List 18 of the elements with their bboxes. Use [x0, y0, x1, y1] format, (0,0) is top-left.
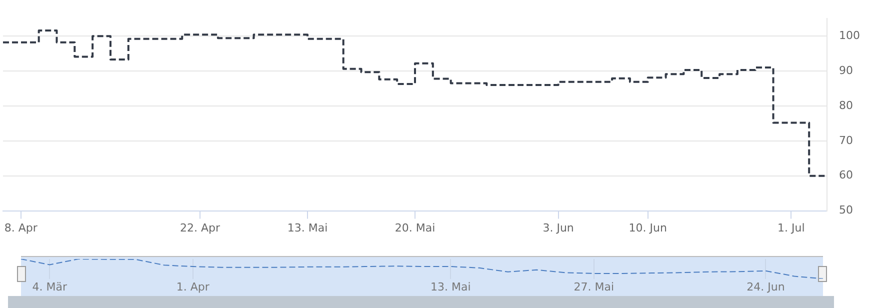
x-tick-label: 10. Jun	[628, 221, 667, 234]
x-tick-label: 1. Apr	[176, 280, 210, 294]
x-tick-label: 27. Mai	[574, 280, 614, 294]
x-tick-label: 13. Mai	[430, 280, 471, 294]
y-tick-label: 60	[839, 168, 854, 182]
x-tick-label: 8. Apr	[4, 221, 38, 234]
x-tick-label: 3. Jun	[542, 221, 574, 234]
x-tick-label: 13. Mai	[287, 221, 328, 234]
y-tick-label: 80	[839, 98, 854, 112]
x-tick-label: 4. Mär	[32, 280, 68, 294]
x-tick-label: 24. Jun	[746, 280, 785, 294]
y-tick-label: 100	[839, 28, 860, 42]
x-tick-label: 1. Jul	[778, 221, 805, 234]
y-tick-label: 90	[839, 64, 854, 77]
x-tick-label: 22. Apr	[180, 221, 221, 234]
x-tick-label: 20. Mai	[394, 221, 436, 234]
y-tick-label: 70	[839, 134, 854, 147]
y-tick-label: 50	[839, 204, 854, 217]
